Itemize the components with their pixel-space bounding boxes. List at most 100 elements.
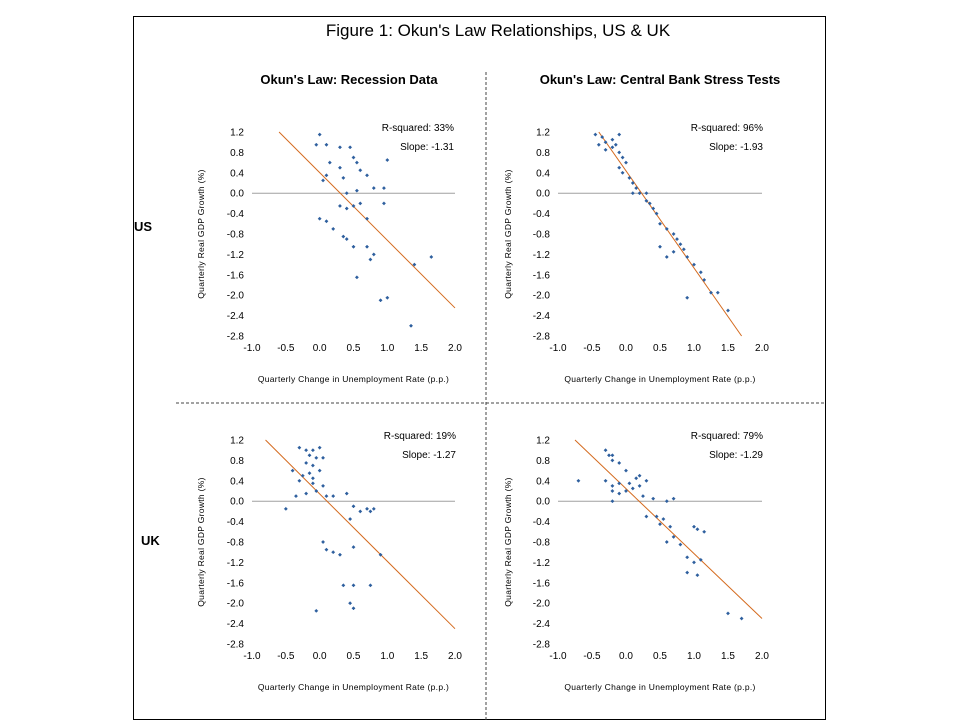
slope-annotation: Slope: -1.27 <box>402 450 456 461</box>
data-point <box>624 468 628 473</box>
data-point <box>324 142 329 147</box>
data-point <box>351 545 356 550</box>
y-tick-label: -1.2 <box>533 558 551 569</box>
data-point <box>317 468 322 473</box>
figure-frame <box>133 16 826 720</box>
data-point <box>290 468 295 473</box>
x-tick-label: 1.5 <box>414 651 428 662</box>
data-point <box>310 448 315 453</box>
data-point <box>341 234 346 239</box>
x-tick-label: 1.0 <box>687 651 701 662</box>
data-point <box>651 206 656 211</box>
slope-annotation: Slope: -1.31 <box>400 142 454 153</box>
chart-uk-stress-tests: 1.2 0.8 0.4 0.0 -0.4 -0.8 -1.2 -1.6 -2.0 -2.4 -2.8… <box>503 431 769 692</box>
data-point <box>654 514 659 519</box>
data-point <box>715 290 720 295</box>
data-point <box>620 170 625 175</box>
y-tick-label: -0.4 <box>227 517 245 528</box>
data-point <box>365 173 370 178</box>
data-point <box>331 494 336 499</box>
x-tick-label: 0.5 <box>653 343 667 354</box>
data-point <box>644 191 649 196</box>
data-point <box>358 168 363 173</box>
data-point <box>321 483 326 488</box>
y-tick-label: 1.2 <box>230 128 244 139</box>
data-point <box>358 509 363 514</box>
data-point <box>371 186 376 191</box>
x-tick-label: -0.5 <box>277 651 295 662</box>
slope-annotation: Slope: -1.93 <box>709 142 763 153</box>
data-point <box>624 489 628 493</box>
data-point <box>617 481 622 486</box>
data-point <box>576 478 581 483</box>
data-point <box>365 216 370 221</box>
fit-line <box>598 131 743 337</box>
data-point <box>654 211 659 216</box>
y-tick-label: -2.8 <box>533 332 551 343</box>
data-point <box>314 608 319 613</box>
y-tick-label: -1.2 <box>227 558 245 569</box>
data-point <box>351 155 356 160</box>
data-point <box>685 555 690 560</box>
data-point <box>297 445 302 450</box>
data-point <box>692 560 696 565</box>
y-tick-label: -0.4 <box>533 517 551 528</box>
data-point <box>283 506 288 511</box>
data-point <box>337 165 342 170</box>
y-tick-label: 0.8 <box>230 456 244 467</box>
data-point <box>351 606 356 611</box>
data-point <box>637 473 642 478</box>
data-point <box>307 453 312 458</box>
data-point <box>664 226 669 231</box>
data-point <box>344 237 349 242</box>
figure-title: Figure 1: Okun's Law Relationships, US &… <box>326 21 671 40</box>
data-point <box>596 142 601 147</box>
data-point <box>324 173 329 178</box>
row-label-uk: UK <box>141 533 160 548</box>
data-point <box>627 481 632 486</box>
x-tick-label: 0.0 <box>313 651 327 662</box>
data-point <box>317 445 322 450</box>
data-point <box>341 175 346 180</box>
y-tick-label: -0.8 <box>227 230 245 241</box>
y-tick-label: -1.6 <box>227 270 245 281</box>
data-point <box>304 491 309 496</box>
chart-us-recession: 1.2 0.8 0.4 0.0 -0.4 -0.8 -1.2 -1.6 -2.0 -2.4 -2.8… <box>196 123 462 384</box>
data-point <box>317 132 322 137</box>
data-point <box>617 165 622 170</box>
data-point <box>321 455 326 460</box>
data-point <box>358 201 363 206</box>
data-point <box>412 262 417 267</box>
x-tick-label: 2.0 <box>448 343 462 354</box>
y-tick-label: -0.8 <box>533 538 551 549</box>
y-tick-label: -2.4 <box>227 311 245 322</box>
data-point <box>300 473 305 478</box>
data-point <box>624 160 628 165</box>
data-point <box>651 496 656 501</box>
data-point <box>620 155 625 160</box>
x-tick-label: -0.5 <box>277 343 295 354</box>
y-tick-label: -1.6 <box>533 270 551 281</box>
data-point <box>371 506 376 511</box>
data-point <box>314 455 319 460</box>
data-point <box>702 529 707 534</box>
x-tick-label: 2.0 <box>755 343 769 354</box>
data-point <box>634 186 639 191</box>
data-point <box>617 132 622 137</box>
r-squared-annotation: R-squared: 33% <box>382 123 454 134</box>
data-point <box>610 489 615 493</box>
x-tick-label: 0.0 <box>313 343 327 354</box>
data-point <box>603 147 608 152</box>
x-axis-label: Quarterly Change in Unemployment Rate (p… <box>258 682 449 692</box>
data-point <box>314 142 319 147</box>
data-point <box>658 244 662 249</box>
y-tick-label: -0.4 <box>533 209 551 220</box>
x-tick-label: -0.5 <box>583 651 601 662</box>
data-point <box>310 463 315 468</box>
x-tick-label: 2.0 <box>448 651 462 662</box>
data-point <box>610 499 615 504</box>
x-tick-label: 0.5 <box>347 343 361 354</box>
data-point <box>378 298 383 303</box>
y-tick-label: -2.8 <box>533 640 551 651</box>
